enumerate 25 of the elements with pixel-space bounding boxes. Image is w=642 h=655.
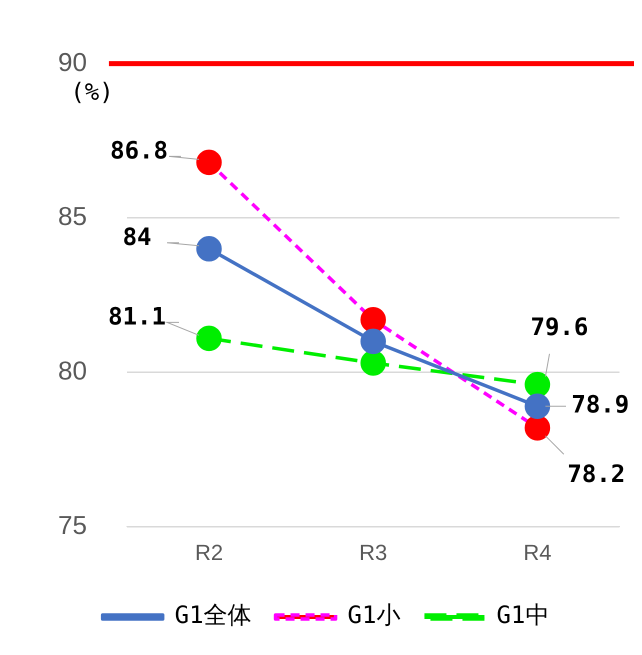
data-label: 78.2 bbox=[567, 460, 626, 488]
x-tick-label: R4 bbox=[523, 540, 552, 565]
point bbox=[524, 393, 550, 419]
legend-label: G1小 bbox=[348, 601, 400, 630]
point bbox=[524, 372, 550, 398]
data-label: 81.1 bbox=[108, 302, 166, 331]
y-tick-label: 90 bbox=[58, 46, 87, 77]
data-label: 86.8 bbox=[110, 136, 168, 165]
data-label: 84 bbox=[122, 223, 152, 252]
y-tick-label: 85 bbox=[58, 201, 87, 232]
y-tick-label: 75 bbox=[58, 510, 87, 540]
x-tick-label: R2 bbox=[194, 540, 224, 565]
y-axis-title: (%) bbox=[70, 78, 114, 106]
point bbox=[524, 415, 550, 441]
point bbox=[360, 328, 386, 354]
y-tick-label: 80 bbox=[58, 355, 87, 386]
legend-label: G1中 bbox=[496, 601, 550, 630]
data-label: 78.9 bbox=[571, 390, 630, 418]
legend-label: G1全体 bbox=[174, 601, 252, 630]
point bbox=[196, 326, 222, 352]
x-tick-label: R3 bbox=[359, 540, 388, 565]
point bbox=[196, 150, 222, 176]
point bbox=[360, 350, 386, 376]
point bbox=[196, 236, 222, 262]
data-label: 79.6 bbox=[530, 312, 588, 341]
